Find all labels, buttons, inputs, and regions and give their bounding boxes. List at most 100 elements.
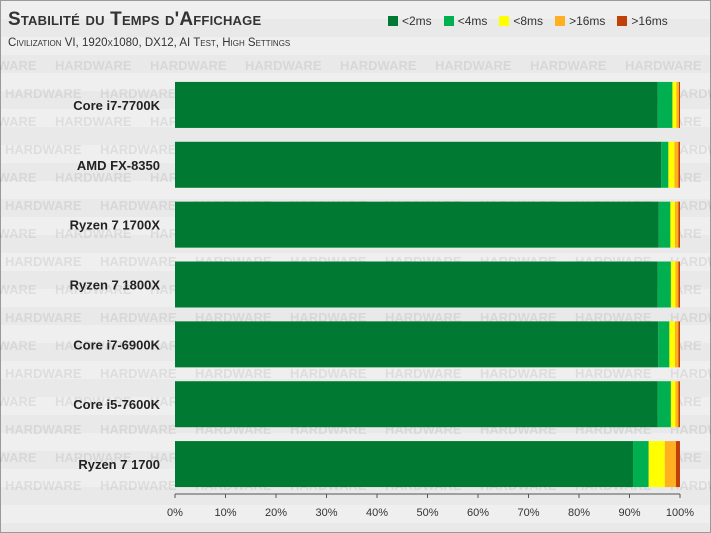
- legend-swatch: [499, 16, 510, 26]
- watermark-text: HARDWARE: [55, 170, 132, 185]
- chart-title: Stabilité du Temps d'Affichage: [8, 9, 262, 30]
- bar-segment: [657, 81, 673, 128]
- watermark-text: HARDWARE: [55, 58, 132, 73]
- x-tick-label: 40%: [366, 507, 388, 519]
- watermark-text: HARDWARE: [5, 254, 82, 269]
- watermark-text: HARDWARE: [670, 198, 711, 213]
- watermark-text: HARDWARE: [100, 254, 177, 269]
- watermark-text: HARDWARE: [100, 366, 177, 381]
- watermark-text: HARDWARE: [195, 366, 272, 381]
- x-tick-label: 30%: [315, 507, 337, 519]
- category-label: Ryzen 7 1800X: [70, 278, 161, 293]
- legend: <2ms <4ms <8ms >16ms >16ms: [388, 14, 668, 28]
- watermark-text: HARDWARE: [670, 254, 711, 269]
- legend-item: <8ms: [499, 14, 543, 28]
- bar-segment: [664, 441, 676, 488]
- bar-segment: [676, 81, 679, 128]
- bar-segment: [658, 321, 670, 368]
- watermark-text: HARDWARE: [385, 366, 462, 381]
- watermark-text: HARDWARE: [670, 86, 711, 101]
- bar-segment: [648, 441, 665, 488]
- watermark-text: HARDWARE: [385, 310, 462, 325]
- watermark-text: HARDWARE: [480, 310, 557, 325]
- watermark-text: HARDWARE: [670, 366, 711, 381]
- category-label: Core i7-6900K: [73, 337, 160, 352]
- bar-segment: [678, 381, 680, 428]
- legend-label: <8ms: [513, 14, 544, 28]
- legend-label: <2ms: [402, 14, 432, 28]
- bar-segment: [675, 261, 679, 308]
- bar-segment: [672, 81, 677, 128]
- chart-subtitle: Civilization VI, 1920x1080, DX12, AI Tes…: [8, 37, 291, 49]
- watermark-text: HARDWARE: [575, 310, 652, 325]
- legend-swatch: [443, 16, 454, 26]
- bar-segment: [175, 321, 659, 368]
- watermark-text: HARDWARE: [195, 310, 272, 325]
- watermark-text: HARDWARE: [100, 86, 177, 101]
- category-label: Ryzen 7 1700X: [70, 218, 161, 233]
- watermark-text: HARDWARE: [670, 310, 711, 325]
- watermark-text: HARDWARE: [0, 226, 37, 241]
- watermark-text: HARDWARE: [100, 310, 177, 325]
- legend-item: <2ms: [388, 14, 432, 28]
- watermark-text: HARDWARE: [5, 422, 82, 437]
- watermark-text: HARDWARE: [55, 226, 132, 241]
- legend-swatch: [388, 16, 398, 26]
- bar-segment: [661, 141, 669, 188]
- watermark-text: HARDWARE: [575, 366, 652, 381]
- category-label: AMD FX-8350: [77, 158, 160, 173]
- watermark-text: HARDWARE: [5, 86, 82, 101]
- watermark-text: HARDWARE: [100, 198, 177, 213]
- watermark-text: HARDWARE: [150, 58, 227, 73]
- bar-segment: [678, 201, 680, 248]
- watermark-text: HARDWARE: [0, 282, 37, 297]
- bar-segment: [175, 141, 662, 188]
- watermark-text: HARDWARE: [530, 58, 607, 73]
- watermark-text: HARDWARE: [0, 58, 37, 73]
- watermark-text: HARDWARE: [5, 198, 82, 213]
- x-tick-label: 90%: [618, 507, 640, 519]
- bar-segment: [674, 141, 679, 188]
- x-tick-label: 60%: [467, 507, 489, 519]
- bar-segment: [175, 441, 634, 488]
- watermark-text: HARDWARE: [0, 338, 37, 353]
- watermark-text: HARDWARE: [0, 394, 37, 409]
- x-tick-label: 50%: [416, 507, 438, 519]
- bar-segment: [675, 381, 679, 428]
- watermark-text: HARDWARE: [55, 338, 132, 353]
- watermark-text: HARDWARE: [5, 478, 82, 493]
- bar-segment: [674, 201, 679, 248]
- watermark-text: HARDWARE: [0, 450, 37, 465]
- bar-segment: [678, 321, 680, 368]
- bar-segment: [678, 141, 680, 188]
- legend-item: >16ms: [555, 14, 605, 28]
- watermark-text: HARDWARE: [435, 58, 512, 73]
- x-tick-label: 20%: [265, 507, 287, 519]
- category-label: Core i5-7600K: [73, 397, 160, 412]
- bar-segment: [657, 261, 671, 308]
- legend-swatch: [555, 16, 566, 26]
- x-tick-label: 80%: [568, 507, 590, 519]
- bar-segment: [678, 261, 680, 308]
- category-label: Core i7-7700K: [73, 98, 160, 113]
- bar-segment: [175, 81, 658, 128]
- bar-segment: [633, 441, 649, 488]
- bar-segment: [675, 441, 680, 488]
- x-tick-label: 0%: [167, 507, 183, 519]
- watermark-text: HARDWARE: [480, 366, 557, 381]
- watermark-text: HARDWARE: [245, 58, 322, 73]
- bar-segment: [670, 261, 676, 308]
- legend-item: >16ms: [617, 14, 668, 28]
- watermark-text: HARDWARE: [0, 170, 37, 185]
- legend-label: >16ms: [631, 14, 668, 28]
- watermark-text: HARDWARE: [0, 114, 37, 129]
- watermark-text: HARDWARE: [670, 142, 711, 157]
- watermark-text: HARDWARE: [55, 114, 132, 129]
- bar-segment: [175, 201, 659, 248]
- watermark-text: HARDWARE: [100, 422, 177, 437]
- watermark-text: HARDWARE: [5, 310, 82, 325]
- x-tick-label: 100%: [666, 507, 694, 519]
- bar-segment: [175, 381, 658, 428]
- watermark-text: HARDWARE: [55, 282, 132, 297]
